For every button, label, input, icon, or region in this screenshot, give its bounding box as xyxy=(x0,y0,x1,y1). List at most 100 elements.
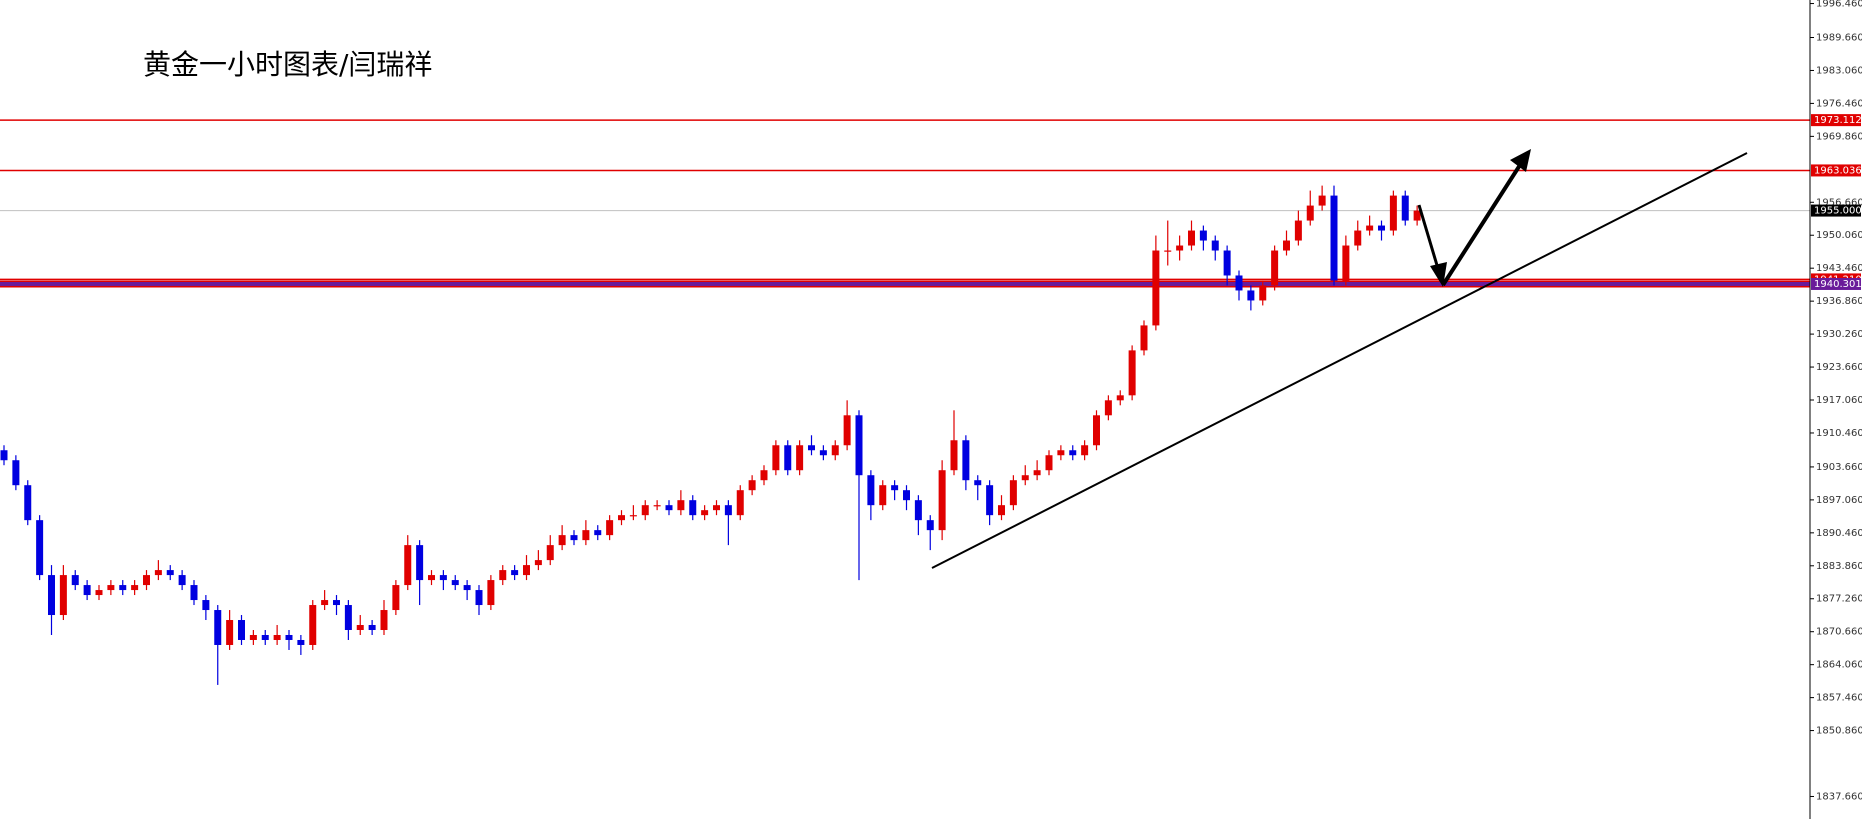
candle-body xyxy=(1401,195,1409,221)
candle-body xyxy=(119,585,127,591)
y-tick-label: 1983.060 xyxy=(1816,65,1862,76)
y-tick-label: 1917.060 xyxy=(1816,395,1862,406)
arrow-up xyxy=(1441,149,1531,287)
candle-body xyxy=(653,505,661,507)
candle-body xyxy=(1413,210,1421,221)
candle-body xyxy=(1306,205,1314,221)
candle-body xyxy=(1164,250,1172,252)
candle-body xyxy=(701,510,709,516)
candle-body xyxy=(903,490,910,501)
candle-body xyxy=(154,570,162,576)
candle-body xyxy=(24,485,32,521)
candle-body xyxy=(1259,285,1267,301)
candle-body xyxy=(439,575,447,581)
candle-body xyxy=(831,445,839,456)
y-tick-label: 1883.860 xyxy=(1816,561,1862,572)
candle-body xyxy=(796,445,804,471)
candle-body xyxy=(131,585,139,591)
candle-body xyxy=(249,634,257,640)
candle-body xyxy=(594,530,602,536)
candle-body xyxy=(333,600,340,606)
level-label-box xyxy=(1811,164,1861,177)
candle-body xyxy=(974,480,982,486)
candle-body xyxy=(1199,230,1207,241)
candle-body xyxy=(36,520,44,576)
candle-body xyxy=(677,500,685,511)
candle-body xyxy=(998,505,1005,516)
y-tick-label: 1870.660 xyxy=(1816,627,1862,638)
candle-body xyxy=(344,605,352,631)
candle-body xyxy=(582,530,590,541)
y-tick-label: 1850.860 xyxy=(1816,726,1862,737)
candle-body xyxy=(428,575,435,581)
y-tick-label: 1950.060 xyxy=(1816,230,1862,241)
candle-body xyxy=(713,505,720,511)
candle-body xyxy=(404,545,412,586)
candle-body xyxy=(463,585,471,591)
candle-body xyxy=(570,535,578,541)
candle-body xyxy=(558,535,566,546)
candle-body xyxy=(261,634,269,640)
candle-body xyxy=(986,485,994,516)
candle-body xyxy=(879,485,887,506)
candle-body xyxy=(1188,230,1195,246)
candle-body xyxy=(938,470,946,531)
level-label: 1963.036 xyxy=(1814,165,1862,176)
level-label-box xyxy=(1811,204,1861,217)
candle-body xyxy=(416,545,424,581)
candle-body xyxy=(178,575,186,586)
candle-body xyxy=(1342,245,1350,281)
candle-body xyxy=(1283,240,1290,251)
level-label: 1955.000 xyxy=(1814,206,1862,217)
candle-body xyxy=(475,590,483,606)
candle-body xyxy=(202,600,210,611)
chart-title: 黄金一小时图表/闫瑞祥 xyxy=(143,48,432,81)
candle-body xyxy=(392,585,400,611)
candle-body xyxy=(297,639,305,645)
candle-body xyxy=(926,520,934,531)
candle-body xyxy=(1271,250,1279,286)
candle-body xyxy=(1009,480,1017,506)
candle-body xyxy=(1057,450,1065,456)
arrow-down xyxy=(1417,204,1447,287)
candle-body xyxy=(748,480,756,491)
candle-body xyxy=(736,490,744,516)
candle-body xyxy=(1140,325,1148,351)
candle-body xyxy=(523,565,530,576)
candle-body xyxy=(499,570,507,581)
candle-body xyxy=(166,570,174,576)
candle-body xyxy=(1128,350,1136,396)
y-tick-label: 1857.460 xyxy=(1816,693,1862,704)
candle-body xyxy=(724,505,732,516)
candle-body xyxy=(1116,395,1124,401)
y-tick-label: 1969.860 xyxy=(1816,131,1862,142)
candle-body xyxy=(190,585,198,601)
candle-body xyxy=(48,575,55,616)
candle-body xyxy=(1378,225,1385,231)
candle-body xyxy=(226,620,234,645)
candle-body xyxy=(285,634,293,640)
candle-body xyxy=(273,634,281,640)
candle-body xyxy=(891,485,899,491)
candle-body xyxy=(1294,220,1302,241)
candle-body xyxy=(1104,400,1112,416)
y-axis-ticks: 1996.460 1989.660 1983.060 1976.460 1969.860… xyxy=(1810,0,1862,802)
candle-body xyxy=(107,585,115,591)
level-label: 1940.301 xyxy=(1814,279,1862,290)
level-label-box xyxy=(1811,277,1861,290)
y-tick-label: 1910.460 xyxy=(1816,428,1862,439)
candle-body xyxy=(511,570,519,576)
level-label: 1973.112 xyxy=(1814,115,1862,126)
candle-body xyxy=(238,620,245,640)
y-tick-label: 1890.460 xyxy=(1816,528,1862,539)
y-tick-label: 1930.260 xyxy=(1816,329,1862,340)
level-label-box xyxy=(1811,114,1861,127)
y-tick-label: 1897.060 xyxy=(1816,495,1862,506)
candle-body xyxy=(855,415,863,476)
candle-body xyxy=(784,445,792,471)
candle-body xyxy=(143,575,150,586)
candle-body xyxy=(1069,450,1077,456)
candle-body xyxy=(867,475,875,506)
